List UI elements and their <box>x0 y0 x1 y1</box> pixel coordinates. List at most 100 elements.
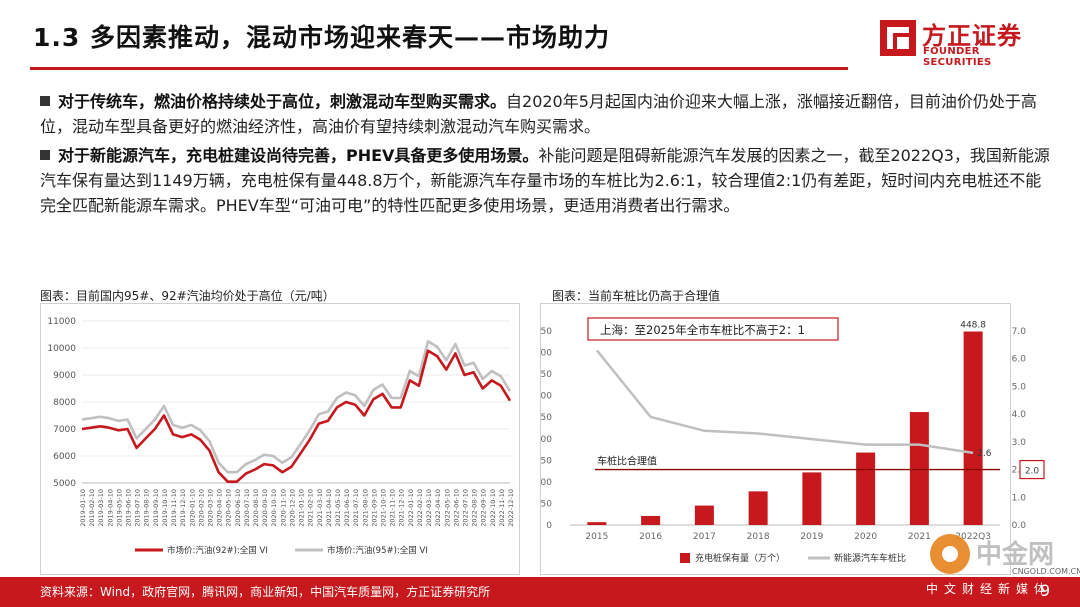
x-tick-label: 2020-08-10 <box>252 489 260 527</box>
x-tick-label: 2022-01-10 <box>407 489 415 527</box>
x-tick-label: 2022-12-10 <box>507 489 515 527</box>
y-right-tick-label: 7.0 <box>1012 327 1027 337</box>
y-right-tick-label: 6.0 <box>1012 355 1027 365</box>
x-tick-label: 2019-05-10 <box>115 489 123 527</box>
y-right-tick-label: 4.0 <box>1012 410 1027 420</box>
x-tick-label: 2020-11-10 <box>279 489 287 527</box>
y-tick-label: 9000 <box>53 371 76 381</box>
watermark-logo-inner-icon <box>942 546 958 562</box>
x-tick-label: 2020-07-10 <box>243 489 251 527</box>
y-left-tick-label: 350 <box>540 370 552 380</box>
y-right-tick-label: 3.0 <box>1012 438 1027 448</box>
x-tick-label: 2020-06-10 <box>234 489 242 527</box>
x-tick-label: 2019-09-10 <box>152 489 160 527</box>
x-tick-label: 2020-01-10 <box>188 489 196 527</box>
bullet-square-icon <box>40 150 50 160</box>
x-tick-label: 2020-03-10 <box>206 489 214 527</box>
x-tick-label: 2022-09-10 <box>480 489 488 527</box>
x-tick-label: 2019-08-10 <box>143 489 151 527</box>
bar-data-label: 448.8 <box>960 321 986 331</box>
legend-swatch <box>680 553 690 563</box>
x-tick-label: 2022-08-10 <box>471 489 479 527</box>
x-tick-label: 2020-04-10 <box>216 489 224 527</box>
x-tick-label: 2022-07-10 <box>461 489 469 527</box>
x-tick-label: 2020-10-10 <box>270 489 278 527</box>
series-line <box>81 339 512 474</box>
legend-label: 市场价:汽油(95#):全国 VI <box>327 545 428 556</box>
y-left-tick-label: 300 <box>540 392 552 402</box>
x-tick-label: 2021-09-10 <box>370 489 378 527</box>
x-tick-label: 2019-07-10 <box>134 489 142 527</box>
bar <box>748 491 768 525</box>
x-tick-label: 2019 <box>800 532 823 542</box>
watermark-url: CNGOLD.COM.CN <box>1012 567 1080 576</box>
annotation-box <box>587 317 839 341</box>
footer-bar: 资料来源：Wind，政府官网，腾讯网，商业新知，中国汽车质量网，方正证券研究所 … <box>0 577 1080 607</box>
x-tick-label: 2022-02-10 <box>416 489 424 527</box>
y-tick-label: 10000 <box>47 344 76 354</box>
founder-logo-icon <box>880 20 916 56</box>
title-divider <box>30 67 848 70</box>
reference-label: 车桩比合理值 <box>597 455 657 468</box>
x-tick-label: 2021 <box>908 532 931 542</box>
bar <box>694 505 714 525</box>
y-left-tick-label: 250 <box>540 413 552 423</box>
x-tick-label: 2016 <box>639 532 662 542</box>
y-left-tick-label: 450 <box>540 327 552 337</box>
bar <box>909 412 929 525</box>
x-tick-label: 2021-05-10 <box>334 489 342 527</box>
y-right-tick-label: 1.0 <box>1012 493 1027 503</box>
x-tick-label: 2021-03-10 <box>316 489 324 527</box>
watermark-subtitle: 中文财经新媒体 <box>926 582 1053 596</box>
x-tick-label: 2019-11-10 <box>170 489 178 527</box>
bullet-heading: 对于传统车，燃油价格持续处于高位，刺激混动车型购买需求。 <box>58 92 507 111</box>
x-tick-label: 2020-02-10 <box>197 489 205 527</box>
x-tick-label: 2021-12-10 <box>398 489 406 527</box>
bar <box>641 515 661 525</box>
x-tick-label: 2022-03-10 <box>425 489 433 527</box>
x-tick-label: 2020-12-10 <box>288 489 296 527</box>
x-tick-label: 2021-02-10 <box>307 489 315 527</box>
ratio-line <box>595 349 974 455</box>
legend-label: 新能源汽车车桩比 <box>834 552 906 564</box>
logo-name-en: FOUNDER SECURITIES <box>923 46 992 68</box>
x-tick-label: 2019-10-10 <box>161 489 169 527</box>
source-note: 资料来源：Wind，政府官网，腾讯网，商业新知，中国汽车质量网，方正证券研究所 <box>40 585 491 599</box>
bullet-list: 对于传统车，燃油价格持续处于高位，刺激混动车型购买需求。自2020年5月起国内油… <box>40 89 1050 222</box>
ratio-data-label: 2.6 <box>977 449 992 459</box>
x-tick-label: 2019-02-10 <box>88 489 96 527</box>
x-tick-label: 2020-05-10 <box>225 489 233 527</box>
legend-label: 市场价:汽油(92#):全国 VI <box>167 545 268 556</box>
x-tick-label: 2022-05-10 <box>443 489 451 527</box>
y-left-tick-label: 400 <box>540 349 552 359</box>
gasoline-price-chart: 5000 6000 7000 8000 9000 10000 11000 2019-01-10… <box>40 303 520 575</box>
y-left-tick-label: 100 <box>540 478 552 488</box>
reference-axis-label: 2.0 <box>1025 467 1040 477</box>
bullet-square-icon <box>40 96 50 106</box>
x-tick-label: 2015 <box>585 532 608 542</box>
x-tick-label: 2019-06-10 <box>125 489 133 527</box>
y-tick-label: 8000 <box>53 398 76 408</box>
y-tick-label: 7000 <box>53 425 76 435</box>
x-tick-label: 2021-11-10 <box>389 489 397 527</box>
series-line <box>81 349 512 483</box>
y-left-tick-label: 50 <box>541 499 553 509</box>
right-chart-caption: 图表：当前车桩比仍高于合理值 <box>552 289 721 303</box>
annotation-text: 上海：至2025年全市车桩比不高于2：1 <box>600 323 805 337</box>
x-tick-label: 2019-01-10 <box>79 489 87 527</box>
watermark: 中金网 CNGOLD.COM.CN 中文财经新媒体 <box>920 530 1080 602</box>
x-tick-label: 2022Q3 <box>955 532 991 542</box>
x-tick-label: 2017 <box>693 532 716 542</box>
y-right-tick-label: 5.0 <box>1012 382 1027 392</box>
charging-pile-chart: 0 50 100 150 200 250 300 350 400 450 0.0 1.0 2.0 3.0 4… <box>540 303 1045 575</box>
x-tick-label: 2021-10-10 <box>380 489 388 527</box>
left-chart-caption: 图表：目前国内95#、92#汽油均价处于高位（元/吨） <box>40 289 335 303</box>
x-tick-label: 2019-12-10 <box>179 489 187 527</box>
x-tick-label: 2021-08-10 <box>361 489 369 527</box>
x-tick-label: 2020 <box>854 532 877 542</box>
x-tick-label: 2022-10-10 <box>489 489 497 527</box>
y-tick-label: 6000 <box>53 452 76 462</box>
y-right-tick-label: 2.0 <box>1012 466 1027 476</box>
x-tick-label: 2021-01-10 <box>298 489 306 527</box>
bullet-heading: 对于新能源汽车，充电桩建设尚待完善，PHEV具备更多使用场景。 <box>58 146 539 165</box>
